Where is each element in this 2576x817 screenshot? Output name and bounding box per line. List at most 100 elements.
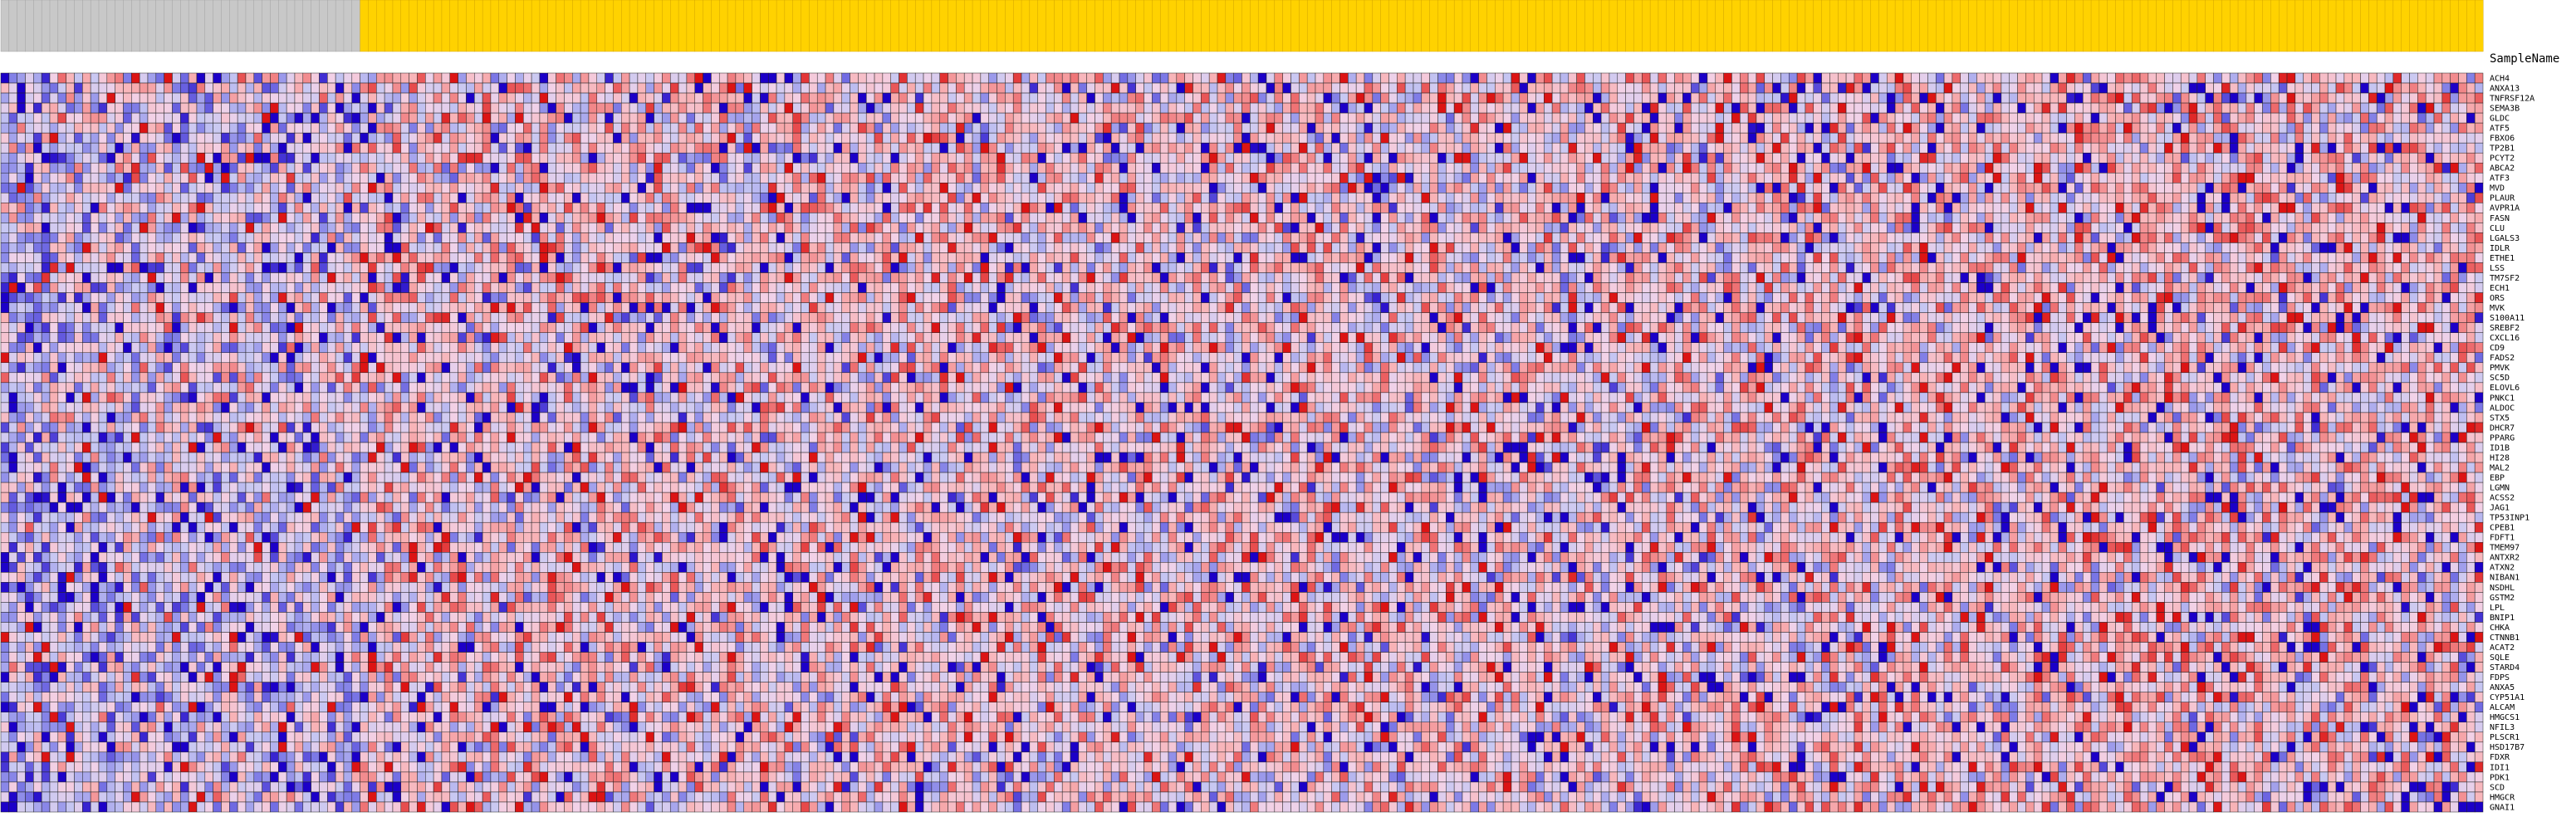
heatmap-cell xyxy=(368,73,376,83)
heatmap-cell xyxy=(2181,113,2189,123)
heatmap-cell xyxy=(442,113,450,123)
heatmap-cell xyxy=(352,93,360,103)
heatmap-cell xyxy=(1748,73,1756,83)
heatmap-cell xyxy=(662,83,670,93)
heatmap-cell xyxy=(834,123,842,133)
sample-header-cell xyxy=(711,0,719,51)
heatmap-cell xyxy=(1601,123,1609,133)
heatmap-cell xyxy=(874,123,883,133)
heatmap-cell xyxy=(1128,113,1136,123)
heatmap-cell xyxy=(981,123,989,133)
heatmap-cell xyxy=(1437,113,1446,123)
heatmap-cell xyxy=(972,123,981,133)
heatmap-cell xyxy=(344,103,352,113)
sample-header-cell xyxy=(2059,0,2067,51)
heatmap-cell xyxy=(1961,83,1969,93)
heatmap-cell xyxy=(140,113,148,123)
heatmap-cell xyxy=(2459,113,2467,123)
heatmap-cell xyxy=(1569,113,1577,123)
heatmap-cell xyxy=(1062,113,1070,123)
heatmap-cell xyxy=(834,93,842,103)
heatmap-cell xyxy=(156,83,164,93)
sample-header-cell xyxy=(1217,0,1226,51)
heatmap-cell xyxy=(2368,73,2377,83)
heatmap-cell xyxy=(1871,83,1879,93)
sample-header-cell xyxy=(662,0,670,51)
heatmap-cell xyxy=(2402,83,2410,93)
heatmap-cell xyxy=(1290,73,1299,83)
heatmap-cell xyxy=(1144,93,1153,103)
heatmap-cell xyxy=(2108,93,2116,103)
heatmap-cell xyxy=(899,113,908,123)
heatmap-cell xyxy=(1087,83,1095,93)
heatmap-cell xyxy=(2385,73,2393,83)
heatmap-cell xyxy=(1250,103,1258,113)
heatmap-cell xyxy=(834,83,842,93)
heatmap-cell xyxy=(2140,123,2148,133)
heatmap-cell xyxy=(295,103,303,113)
heatmap-cell xyxy=(589,123,597,133)
heatmap-cell xyxy=(213,123,222,133)
heatmap-cell xyxy=(82,123,91,133)
heatmap-cell xyxy=(589,73,597,83)
heatmap-cell xyxy=(2336,93,2344,103)
heatmap-cell xyxy=(1356,113,1364,123)
heatmap-cell xyxy=(1250,83,1258,93)
heatmap-cell xyxy=(2108,103,2116,113)
sample-header-cell xyxy=(246,0,254,51)
heatmap-cell xyxy=(1087,123,1095,133)
heatmap-cell xyxy=(2279,73,2287,83)
heatmap-cell xyxy=(1209,113,1217,123)
heatmap-cell xyxy=(156,123,164,133)
heatmap-cell xyxy=(556,93,565,103)
heatmap-cell xyxy=(580,73,589,83)
heatmap-cell xyxy=(2336,83,2344,93)
sample-header-cell xyxy=(834,0,842,51)
heatmap-cell xyxy=(1275,103,1283,113)
heatmap-cell xyxy=(858,103,866,113)
heatmap-cell xyxy=(221,103,229,113)
heatmap-cell xyxy=(1731,123,1740,133)
heatmap-cell xyxy=(768,103,776,113)
heatmap-cell xyxy=(99,83,107,93)
heatmap-cell xyxy=(1054,83,1062,93)
heatmap-cell xyxy=(2451,103,2459,113)
heatmap-cell xyxy=(2361,83,2369,93)
heatmap-cell xyxy=(850,93,859,103)
heatmap-cell xyxy=(932,93,940,103)
heatmap-cell xyxy=(2116,83,2124,93)
heatmap-cell xyxy=(1584,123,1593,133)
heatmap-cell xyxy=(1797,113,1805,123)
heatmap-cell xyxy=(311,123,320,133)
heatmap-cell xyxy=(1667,113,1675,123)
heatmap-cell xyxy=(409,83,418,93)
heatmap-cell xyxy=(335,103,344,113)
sample-header-cell xyxy=(270,0,278,51)
heatmap-cell xyxy=(107,73,115,83)
heatmap-cell xyxy=(2263,103,2271,113)
heatmap-cell xyxy=(50,93,58,103)
heatmap-cell xyxy=(2221,93,2230,103)
heatmap-cell xyxy=(295,83,303,93)
sample-header-cell xyxy=(793,0,801,51)
heatmap-cell xyxy=(1780,83,1789,93)
heatmap-cell xyxy=(1773,123,1781,133)
heatmap-cell xyxy=(1920,83,1928,93)
sample-header-cell xyxy=(989,0,997,51)
heatmap-cell xyxy=(1046,83,1055,93)
heatmap-cell xyxy=(1552,123,1560,133)
heatmap-cell xyxy=(99,73,107,83)
heatmap-cell xyxy=(809,123,817,133)
heatmap-cell xyxy=(2157,123,2165,133)
heatmap-cell xyxy=(409,73,418,83)
heatmap-cell xyxy=(1250,73,1258,83)
heatmap-cell xyxy=(858,113,866,123)
heatmap-cell xyxy=(1152,93,1160,103)
heatmap-cell xyxy=(491,103,499,113)
heatmap-cell xyxy=(140,123,148,133)
heatmap-cell xyxy=(213,93,222,103)
heatmap-cell xyxy=(1569,123,1577,133)
heatmap-cell xyxy=(768,123,776,133)
heatmap-cell xyxy=(474,103,482,113)
heatmap-cell xyxy=(964,113,972,123)
